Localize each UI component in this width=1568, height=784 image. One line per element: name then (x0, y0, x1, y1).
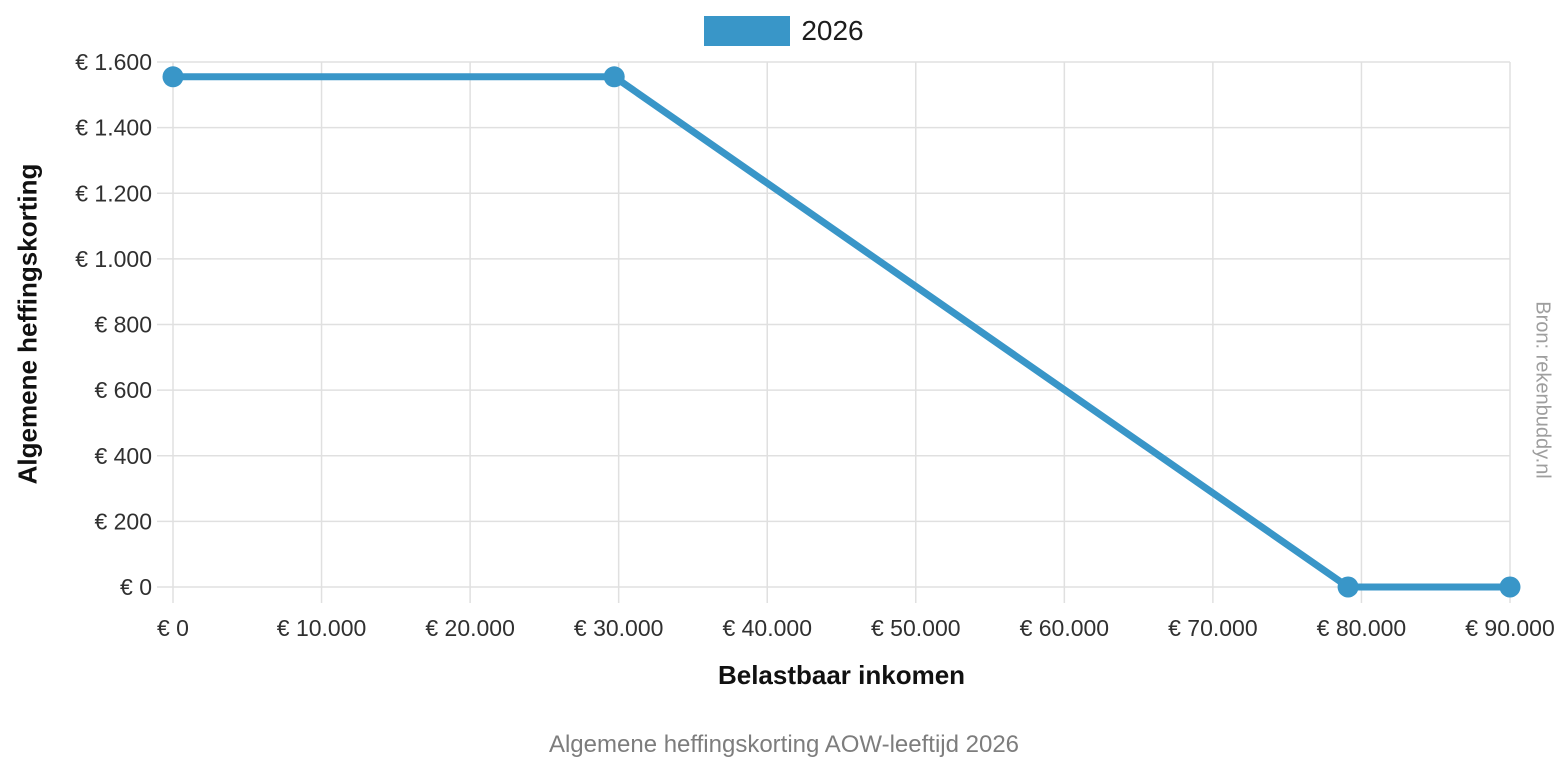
chart-caption: Algemene heffingskorting AOW-leeftijd 20… (548, 731, 1020, 758)
y-tick-label: € 1.200 (75, 180, 152, 206)
data-point-2026[interactable] (603, 66, 625, 88)
data-point-2026[interactable] (1499, 576, 1521, 598)
x-tick-label: € 60.000 (1020, 615, 1110, 641)
x-tick-label: € 0 (157, 615, 189, 641)
legend[interactable]: 2026 (0, 16, 1568, 46)
x-tick-label: € 80.000 (1317, 615, 1407, 641)
x-tick-label: € 30.000 (574, 615, 664, 641)
x-tick-label: € 90.000 (1465, 615, 1555, 641)
y-tick-label: € 1.400 (75, 115, 152, 141)
y-tick-label: € 800 (94, 312, 152, 338)
y-tick-label: € 400 (94, 443, 152, 469)
x-tick-label: € 50.000 (871, 615, 961, 641)
y-tick-label: € 1.000 (75, 246, 152, 272)
data-point-2026[interactable] (162, 66, 184, 88)
x-tick-label: € 10.000 (277, 615, 367, 641)
series-line-2026[interactable] (169, 73, 1514, 591)
x-tick-label: € 70.000 (1168, 615, 1258, 641)
y-tick-label: € 0 (120, 574, 152, 600)
x-axis-title: Belastbaar inkomen (717, 660, 966, 690)
y-tick-label: € 1.600 (75, 49, 152, 75)
y-tick-label: € 600 (94, 377, 152, 403)
legend-swatch-2026[interactable] (704, 16, 791, 46)
x-tick-label: € 20.000 (425, 615, 515, 641)
data-point-2026[interactable] (1337, 576, 1359, 598)
source-attribution: Bron: rekenbuddy.nl (1531, 301, 1554, 479)
legend-label-2026: 2026 (801, 15, 864, 46)
x-tick-label: € 40.000 (722, 615, 812, 641)
y-tick-label: € 200 (94, 508, 152, 534)
